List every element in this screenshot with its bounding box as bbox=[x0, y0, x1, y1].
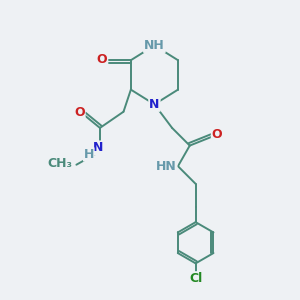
Text: O: O bbox=[97, 53, 107, 66]
Text: N: N bbox=[93, 141, 104, 154]
Text: CH₃: CH₃ bbox=[47, 157, 72, 170]
Text: O: O bbox=[74, 106, 85, 119]
Text: N: N bbox=[149, 98, 160, 111]
Text: H: H bbox=[84, 148, 94, 161]
Text: HN: HN bbox=[156, 160, 176, 173]
Text: O: O bbox=[212, 128, 222, 141]
Text: Cl: Cl bbox=[189, 272, 202, 285]
Text: NH: NH bbox=[144, 39, 165, 52]
